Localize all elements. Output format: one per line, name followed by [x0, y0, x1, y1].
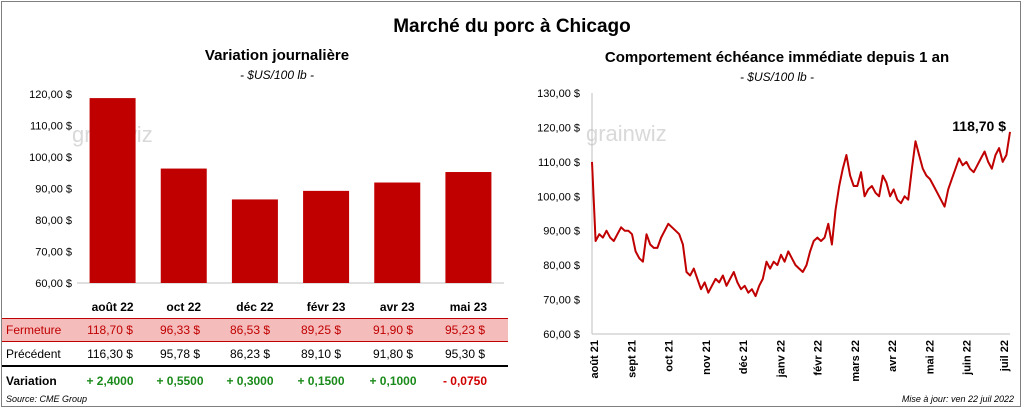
- table-cell: 91,90 $: [372, 323, 414, 337]
- x-tick-label: oct 22: [166, 300, 201, 314]
- x-tick-label: mai 23: [450, 300, 488, 314]
- table-row-variation: Variation + 2,4000 + 0,5500 + 0,3000 + 0…: [2, 370, 508, 392]
- last-value-label: 118,70 $: [952, 118, 1006, 134]
- x-tick-label: sept 21: [626, 340, 638, 378]
- y-tick-label: 130,00 $: [537, 88, 580, 100]
- source-note: Source: CME Group: [6, 394, 88, 404]
- x-tick-label: août 22: [92, 300, 134, 314]
- x-tick-label: févr 23: [307, 300, 346, 314]
- table-row-previous: Précédent 116,30 $ 95,78 $ 86,23 $ 89,10…: [2, 343, 508, 367]
- bar: [89, 98, 136, 283]
- series-line: [591, 131, 1011, 298]
- x-tick-label: mai 22: [924, 340, 936, 374]
- row-label: Fermeture: [6, 323, 62, 337]
- table-cell: + 0,3000: [226, 374, 274, 388]
- watermark: grainwiz: [586, 121, 667, 146]
- y-tick-label: 100,00 $: [29, 152, 72, 164]
- x-tick-label: déc 22: [236, 300, 274, 314]
- y-tick-label: 90,00 $: [35, 184, 72, 196]
- y-tick-label: 90,00 $: [543, 226, 580, 238]
- x-tick-label: nov 21: [701, 340, 713, 375]
- table-cell: 95,30 $: [444, 347, 486, 361]
- y-tick-label: 60,00 $: [35, 278, 72, 290]
- y-tick-label: 60,00 $: [543, 329, 580, 341]
- x-tick-label: avr 23: [380, 300, 415, 314]
- x-tick-label: juin 22: [962, 340, 974, 376]
- y-tick-label: 100,00 $: [537, 191, 580, 203]
- table-cell: 89,10 $: [300, 347, 342, 361]
- bar: [231, 199, 278, 283]
- bar: [374, 182, 421, 283]
- right-chart-subtitle: - $US/100 lb -: [739, 70, 815, 84]
- x-tick-label: janv 22: [775, 340, 787, 378]
- table-cell: 95,78 $: [159, 347, 201, 361]
- table-cell: 95,23 $: [444, 323, 486, 337]
- y-tick-label: 80,00 $: [35, 215, 72, 227]
- x-tick-label: mars 22: [850, 340, 862, 382]
- x-tick-label: août 21: [589, 340, 601, 379]
- left-chart-subtitle: - $US/100 lb -: [239, 68, 315, 82]
- x-tick-label: juil 22: [999, 340, 1011, 372]
- y-tick-label: 120,00 $: [29, 89, 72, 101]
- table-cell: 118,70 $: [87, 323, 133, 337]
- table-cell: 91,80 $: [372, 347, 414, 361]
- y-tick-label: 80,00 $: [543, 260, 580, 272]
- y-tick-label: 120,00 $: [537, 122, 580, 134]
- x-tick-label: févr 22: [813, 340, 825, 375]
- bar: [303, 190, 350, 283]
- update-note: Mise à jour: ven 22 juil 2022: [901, 394, 1014, 404]
- y-tick-label: 70,00 $: [35, 247, 72, 259]
- table-cell: + 2,4000: [86, 374, 134, 388]
- x-tick-label: oct 21: [664, 340, 676, 372]
- table-cell: + 0,1000: [369, 374, 417, 388]
- bar: [445, 172, 492, 283]
- table-cell: - 0,0750: [442, 374, 488, 388]
- table-cell: 116,30 $: [87, 347, 133, 361]
- row-label: Précédent: [6, 347, 61, 361]
- x-tick-label: avr 22: [887, 340, 899, 372]
- table-cell: 89,25 $: [300, 323, 342, 337]
- table-cell: 86,23 $: [229, 347, 271, 361]
- table-cell: 86,53 $: [229, 323, 271, 337]
- y-tick-label: 110,00 $: [30, 121, 72, 133]
- bar: [160, 168, 207, 283]
- y-tick-label: 110,00 $: [538, 157, 580, 169]
- table-cell: 96,33 $: [159, 323, 201, 337]
- y-tick-label: 70,00 $: [543, 295, 580, 307]
- left-chart-title: Variation journalière: [204, 47, 350, 64]
- row-label: Variation: [6, 374, 57, 388]
- table-cell: + 0,1500: [297, 374, 345, 388]
- x-tick-label: déc 21: [738, 340, 750, 374]
- table-row-close: Fermeture 118,70 $ 96,33 $ 86,53 $ 89,25…: [2, 318, 508, 342]
- main-title: Marché du porc à Chicago: [393, 16, 631, 37]
- table-cell: + 0,5500: [156, 374, 204, 388]
- right-chart-title: Comportement échéance immédiate depuis 1…: [604, 49, 950, 66]
